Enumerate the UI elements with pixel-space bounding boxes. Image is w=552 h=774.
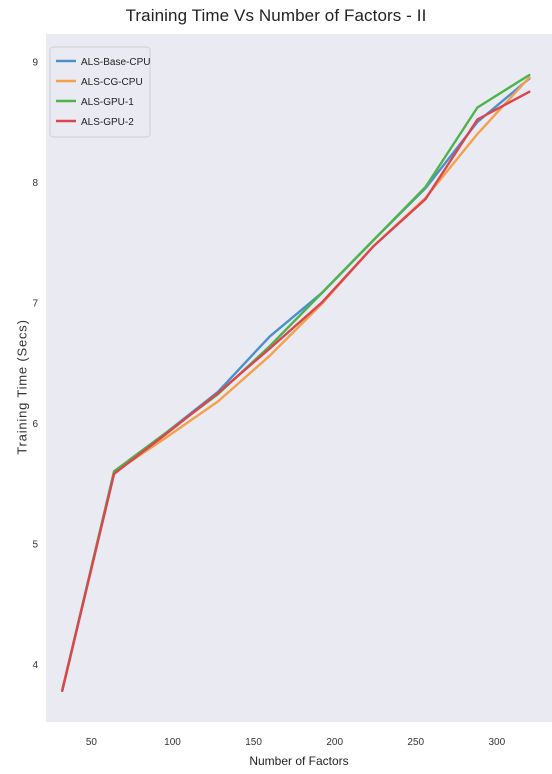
y-tick-label: 7 [32,299,38,310]
series-line-als-gpu-1 [61,73,531,692]
x-tick-label: 200 [326,737,343,748]
x-axis-label: Number of Factors [249,754,349,768]
y-tick-label: 8 [32,178,38,189]
series-line-als-gpu-2 [61,90,531,692]
x-tick-label: 50 [86,737,98,748]
legend-box [49,46,151,138]
legend-label: ALS-GPU-2 [81,117,134,128]
legend-label: ALS-CG-CPU [81,77,143,88]
legend-label: ALS-GPU-1 [81,97,134,108]
legend-label: ALS-Base-CPU [81,57,150,68]
lines-layer [61,73,531,692]
x-tick-label: 300 [489,737,506,748]
y-tick-label: 6 [32,419,38,430]
plot-background [46,34,552,722]
ticks-layer: 50 100 150 200 250 300 4 5 6 7 8 9 [32,58,505,748]
y-tick-label: 4 [32,660,38,671]
x-tick-label: 100 [164,737,181,748]
y-tick-label: 5 [32,540,38,551]
x-tick-label: 250 [407,737,424,748]
chart-title: Training Time Vs Number of Factors - II [125,6,427,25]
x-tick-label: 150 [245,737,262,748]
legend: ALS-Base-CPU ALS-CG-CPU ALS-GPU-1 ALS-GPU-2 [49,46,151,138]
y-tick-label: 9 [32,58,38,69]
